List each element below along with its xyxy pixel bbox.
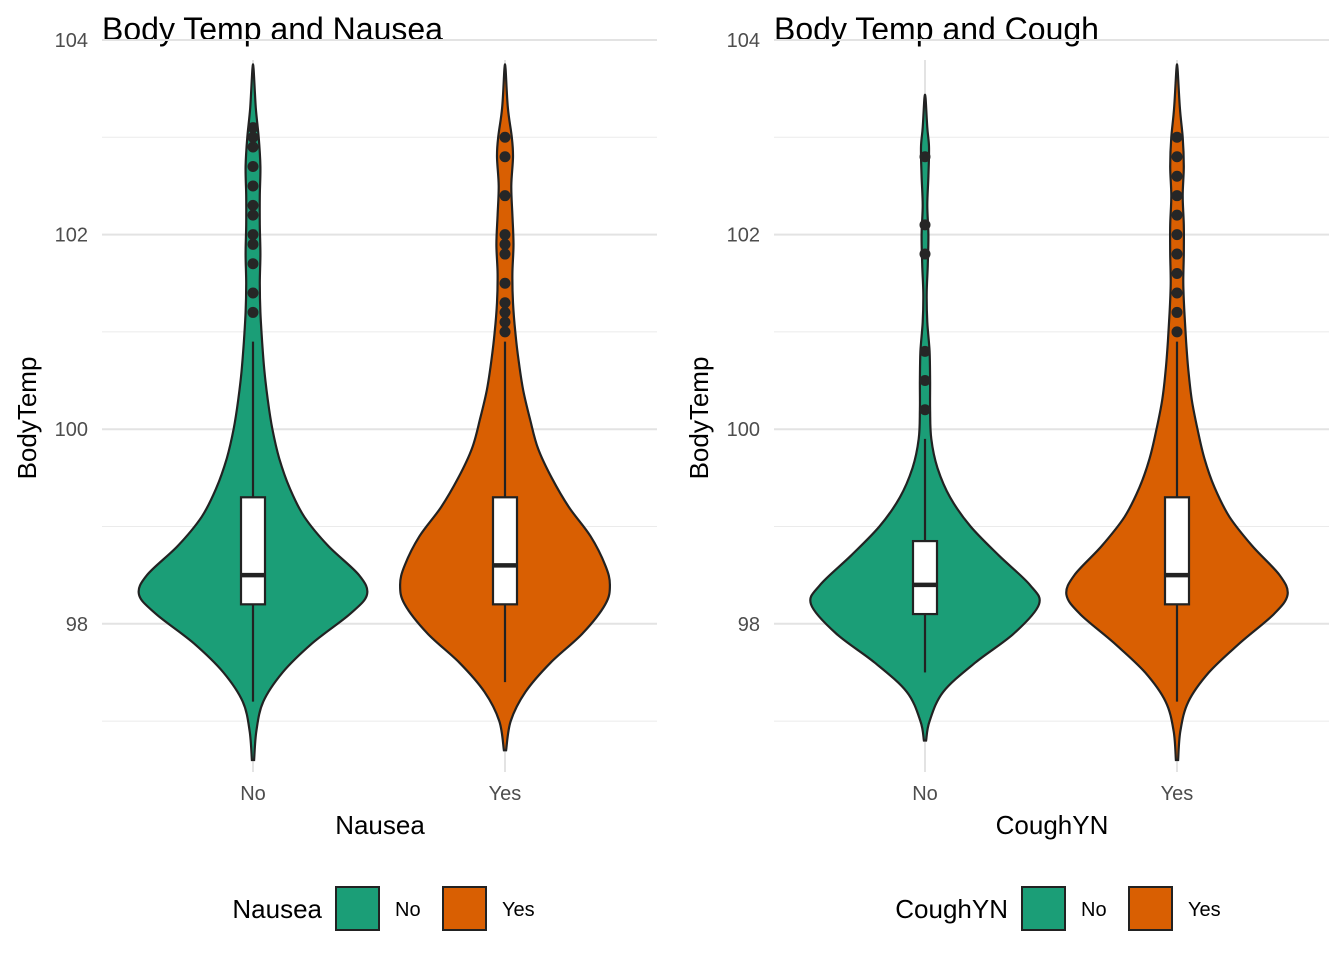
outlier-point [1171,190,1183,202]
y-tick-label: 104 [55,30,88,52]
outlier-point [247,160,259,172]
y-tick-label: 98 [66,614,88,636]
outlier-point [1171,326,1183,338]
chart-title: Body Temp and Cough [774,11,1099,47]
violin-no [809,93,1041,742]
outlier-point [499,151,511,163]
outlier-point [1171,229,1183,241]
outlier-point [247,199,259,211]
legend-label-yes: Yes [502,899,535,921]
y-tick-label: 102 [55,225,88,247]
outlier-point [499,277,511,289]
x-tick-label: No [240,783,266,805]
x-axis-label: CoughYN [996,810,1109,840]
outlier-point [1171,151,1183,163]
outlier-point [247,122,259,134]
outlier-point [247,238,259,250]
box-iqr [911,539,939,616]
outlier-point [247,287,259,299]
x-tick-label: Yes [1161,783,1194,805]
legend-label-no: No [395,899,421,921]
outlier-point [919,248,931,260]
outlier-point [499,316,511,328]
legend: CoughYN No Yes [895,886,1221,931]
legend-swatch-yes [442,886,487,931]
box-iqr [239,496,267,606]
outlier-point [499,248,511,260]
box-iqr [491,496,519,606]
outlier-point [247,141,259,153]
outlier-point [499,229,511,241]
outlier-point [499,131,511,143]
outlier-point [1171,268,1183,280]
outlier-point [247,229,259,241]
legend: Nausea No Yes [232,886,535,931]
outlier-point [919,375,931,387]
outlier-point [1171,131,1183,143]
outlier-point [247,258,259,270]
outlier-point [499,190,511,202]
outlier-point [247,306,259,318]
nausea-violin-panel: Body Temp and Nausea 98 100 102 104 No Yes N… [12,11,657,931]
cough-violin-panel: Body Temp and Cough 98 100 102 104 No Yes Co… [684,11,1329,931]
y-axis-label: BodyTemp [684,357,714,480]
outlier-point [499,297,511,309]
legend-title: Nausea [232,894,322,924]
outlier-point [499,238,511,250]
outlier-point [1171,170,1183,182]
legend-swatch-no [1021,886,1066,931]
outlier-point [919,345,931,357]
outlier-point [1171,209,1183,221]
box-iqr [1163,496,1191,606]
chart-title: Body Temp and Nausea [102,11,443,47]
legend-label-yes: Yes [1188,899,1221,921]
y-tick-label: 100 [55,419,88,441]
outlier-point [247,131,259,143]
outlier-point [919,219,931,231]
outlier-point [1171,287,1183,299]
outlier-point [247,180,259,192]
outlier-point [919,404,931,416]
outlier-point [1171,306,1183,318]
legend-swatch-no [335,886,380,931]
outlier-point [919,151,931,163]
outlier-point [247,209,259,221]
y-tick-label: 102 [727,225,760,247]
x-tick-label: No [912,783,938,805]
y-tick-label: 98 [738,614,760,636]
x-axis-label: Nausea [335,810,425,840]
legend-swatch-yes [1128,886,1173,931]
y-tick-label: 104 [727,30,760,52]
y-axis-label: BodyTemp [12,357,42,480]
y-tick-label: 100 [727,419,760,441]
outlier-point [499,306,511,318]
outlier-point [1171,248,1183,260]
legend-title: CoughYN [895,894,1008,924]
outlier-point [499,326,511,338]
legend-label-no: No [1081,899,1107,921]
x-tick-label: Yes [489,783,522,805]
